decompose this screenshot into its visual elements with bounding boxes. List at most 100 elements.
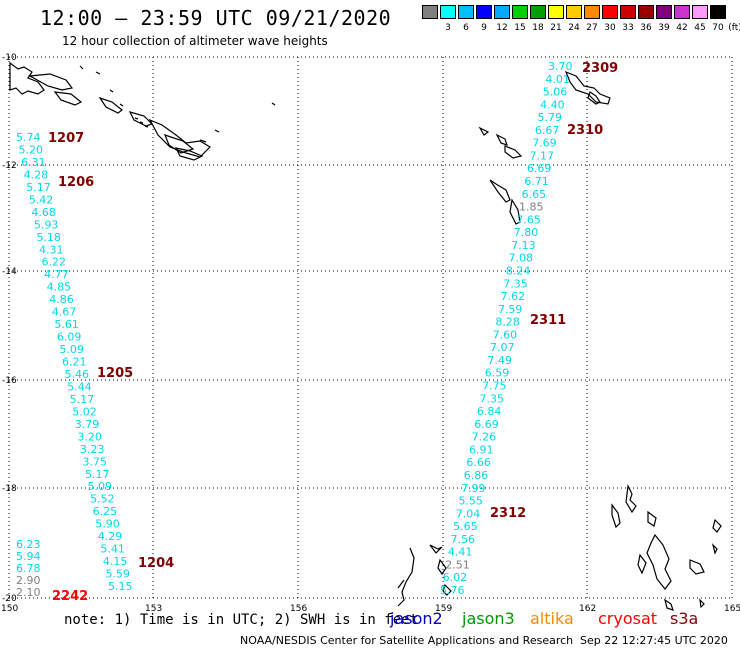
wave-height-value: 5.55 [458,495,483,508]
wave-height-value: 5.76 [440,584,465,597]
credit-line: NOAA/NESDIS Center for Satellite Applica… [240,634,574,647]
wave-height-value: 6.66 [466,456,491,469]
pass-time-label: 2309 [582,61,618,76]
wave-height-value: 3.20 [77,430,102,443]
wave-height-value: 4.41 [448,546,473,559]
x-tick-label: 153 [145,604,162,614]
legend-label: 24 [568,23,580,33]
wave-height-value: 4.86 [49,293,74,306]
wave-height-value: 7.26 [472,431,497,444]
wave-height-value: 1.85 [519,201,544,214]
legend-swatch [674,5,690,19]
legend-swatch [512,5,528,19]
wave-height-value: 6.23 [16,538,41,551]
wave-height-value: 4.68 [31,206,56,219]
wave-height-value: 6.84 [477,405,502,418]
track-right-values: 3.704.015.064.405.796.677.697.176.696.71… [440,60,573,597]
wave-height-value: 2.90 [16,574,41,587]
wave-height-value: 5.20 [19,143,44,156]
legend-swatch [566,5,582,19]
wave-height-value: 5.18 [36,231,61,244]
footnote: note: 1) Time is in UTC; 2) SWH is in fe… [64,612,419,628]
wave-height-value: 3.79 [75,418,100,431]
wave-height-value: 4.28 [24,168,48,181]
wave-height-value: 5.94 [16,550,41,563]
y-tick-label: -14 [2,267,17,277]
wave-height-value: 4.01 [545,73,570,86]
legend-swatch [476,5,492,19]
pass-time-label: 1206 [58,175,94,190]
pass-time-label: 1205 [97,366,133,381]
wave-height-value: 4.67 [52,306,77,319]
pass-time-label: 2312 [490,506,526,521]
wave-height-value: 4.29 [98,530,123,543]
x-tick-label: 162 [579,604,596,614]
wave-height-value: 4.85 [47,281,72,294]
legend-swatch [692,5,708,19]
x-tick-label: 159 [435,604,452,614]
wave-height-value: 7.08 [508,252,533,265]
wave-height-value: 5.06 [543,86,568,99]
legend-label: 27 [586,23,598,33]
pass-time-labels: 1207 1206 1205 1204 2242 2309 2310 2311 2312 [48,61,618,604]
wave-height-value: 7.60 [493,328,518,341]
wave-height-value: 5.74 [16,131,41,144]
legend-label: 36 [640,23,652,33]
wave-height-value: 7.56 [451,533,476,546]
legend-label: 33 [622,23,634,33]
x-tick-label: 150 [1,604,18,614]
legend-label: 15 [514,23,526,33]
satellite-name: jason3 [462,609,515,628]
wave-height-value: 6.59 [485,367,510,380]
wave-height-value: 5.15 [108,580,133,593]
wave-height-value: 5.93 [34,218,59,231]
wave-height-value: 6.71 [524,175,549,188]
legend-label: 3 [445,23,451,33]
legend-swatch [710,5,726,19]
wave-height-value: 4.77 [44,268,69,281]
wave-height-value: 7.07 [490,341,515,354]
legend-label: 18 [532,23,544,33]
wave-height-value: 5.42 [29,193,54,206]
legend-swatch [458,5,474,19]
wave-height-value: 7.59 [498,303,523,316]
pass-time-label: 2242 [52,589,88,604]
wave-height-value: 2.10 [16,586,41,599]
wave-height-value: 7.13 [511,239,536,252]
legend-swatch [422,5,438,19]
wave-height-value: 7.75 [482,380,507,393]
wave-height-value: 6.86 [464,469,489,482]
satellite-name: s3a [670,609,699,628]
wave-height-value: 3.23 [80,443,105,456]
wave-height-value: 7.80 [514,226,539,239]
wave-height-value: 5.41 [100,543,125,556]
legend-swatch [620,5,636,19]
wave-height-value: 7.62 [501,290,525,303]
wave-height-value: 3.70 [548,60,573,73]
wave-height-value: 8.28 [495,316,520,329]
wave-height-value: 6.31 [21,156,46,169]
legend-swatch [638,5,654,19]
generation-timestamp: Sep 22 12:27:45 UTC 2020 [580,634,728,647]
wave-height-value: 5.17 [85,468,110,481]
wave-height-value: 5.65 [453,520,478,533]
wave-height-value: 5.09 [88,480,113,493]
wave-height-value: 5.09 [59,343,84,356]
legend-swatch [494,5,510,19]
pass-time-label: 1207 [48,131,84,146]
map-grid [8,56,733,599]
satellite-name: cryosat [598,609,658,628]
y-tick-label: -18 [2,484,17,494]
legend-label: 21 [550,23,562,33]
wave-height-value: 5.17 [70,393,95,406]
legend-label: 9 [481,23,487,33]
legend-label: 39 [658,23,670,33]
wave-height-value: 5.02 [72,405,97,418]
x-tick-label: 156 [290,604,307,614]
wave-height-value: 5.61 [54,318,78,331]
wave-height-value: 7.69 [532,137,557,150]
wave-height-value: 6.69 [474,418,499,431]
legend-label: 70 [712,23,724,33]
wave-height-value: 5.52 [90,493,115,506]
